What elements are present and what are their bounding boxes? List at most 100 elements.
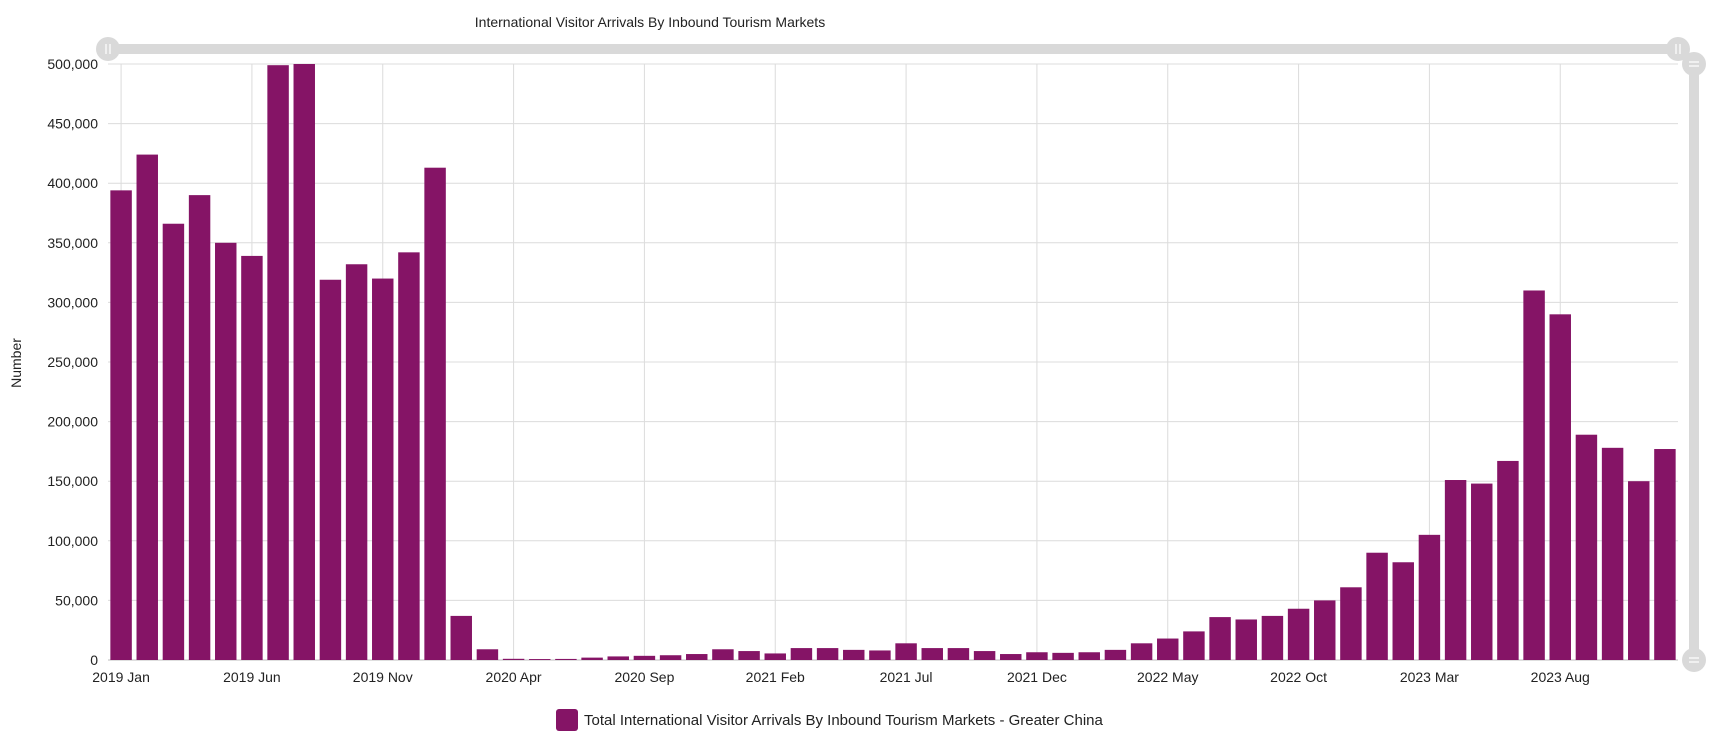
x-tick-label: 2020 Sep [614, 669, 674, 685]
bar[interactable] [973, 651, 996, 660]
bar[interactable] [1130, 643, 1153, 660]
y-tick-label: 150,000 [47, 473, 98, 489]
y-tick-label: 500,000 [47, 56, 98, 72]
bar[interactable] [738, 651, 760, 660]
bar[interactable] [895, 643, 917, 660]
bar[interactable] [1497, 460, 1519, 660]
bar[interactable] [1052, 652, 1074, 660]
y-tick-label: 0 [90, 652, 98, 668]
bar[interactable] [1628, 481, 1650, 660]
bar[interactable] [1104, 649, 1127, 660]
x-tick-label: 2019 Jan [92, 669, 150, 685]
x-tick-label: 2022 May [1137, 669, 1198, 685]
x-tick-label: 2021 Jul [880, 669, 933, 685]
chart-title: International Visitor Arrivals By Inboun… [475, 14, 825, 30]
bar[interactable] [1654, 449, 1676, 660]
x-tick-label: 2020 Apr [486, 669, 542, 685]
x-tick-label: 2019 Jun [223, 669, 281, 685]
bar[interactable] [790, 648, 813, 660]
bar[interactable] [1418, 534, 1441, 660]
bar[interactable] [1314, 600, 1336, 660]
horizontal-scrollbar-track[interactable] [108, 44, 1678, 54]
vertical-scrollbar[interactable] [1682, 52, 1706, 672]
bar[interactable] [1366, 552, 1388, 660]
bar[interactable] [712, 649, 734, 660]
bar[interactable] [529, 659, 551, 660]
bar[interactable] [1575, 434, 1598, 660]
bar[interactable] [1340, 587, 1362, 660]
y-tick-label: 250,000 [47, 354, 98, 370]
x-tick-label: 2021 Dec [1007, 669, 1067, 685]
y-tick-label: 300,000 [47, 294, 98, 310]
x-tick-label: 2021 Feb [746, 669, 805, 685]
bar[interactable] [659, 655, 682, 660]
x-axis-ticks: 2019 Jan 2019 Jun 2019 Nov 2020 Apr 2020 Sep… [92, 669, 1590, 685]
bar[interactable] [502, 658, 525, 660]
vertical-scrollbar-bottom-handle[interactable] [1682, 648, 1706, 672]
bar[interactable] [372, 278, 394, 660]
x-tick-label: 2019 Nov [353, 669, 413, 685]
bar[interactable] [345, 264, 368, 660]
bars [110, 64, 1676, 661]
bar[interactable] [424, 167, 446, 660]
legend-label[interactable]: Total International Visitor Arrivals By … [584, 711, 1103, 729]
y-tick-label: 50,000 [55, 592, 98, 608]
horizontal-scrollbar-right-handle[interactable] [1666, 37, 1690, 61]
horizontal-scrollbar[interactable] [96, 37, 1690, 61]
legend-swatch[interactable] [556, 709, 578, 731]
y-tick-label: 200,000 [47, 414, 98, 430]
bar[interactable] [581, 657, 603, 660]
bar[interactable] [1000, 654, 1022, 660]
bar[interactable] [816, 648, 839, 660]
y-tick-label: 450,000 [47, 116, 98, 132]
y-tick-label: 100,000 [47, 533, 98, 549]
x-tick-label: 2023 Mar [1400, 669, 1459, 685]
bar[interactable] [1235, 619, 1257, 660]
bar[interactable] [450, 615, 472, 660]
bar[interactable] [1523, 290, 1545, 660]
bar[interactable] [869, 650, 891, 660]
x-tick-label: 2022 Oct [1270, 669, 1327, 685]
y-tick-label: 350,000 [47, 235, 98, 251]
bar[interactable] [1287, 608, 1310, 660]
bar[interactable] [1601, 447, 1624, 660]
bar[interactable] [162, 223, 185, 661]
bar[interactable] [136, 154, 158, 660]
bar[interactable] [555, 658, 577, 660]
bar[interactable] [1157, 638, 1179, 660]
bar[interactable] [215, 242, 237, 661]
y-tick-label: 400,000 [47, 175, 98, 191]
x-tick-label: 2023 Aug [1531, 669, 1590, 685]
bar[interactable] [1209, 617, 1231, 660]
bar[interactable] [293, 64, 315, 660]
horizontal-scrollbar-left-handle[interactable] [96, 37, 120, 61]
bar[interactable] [1183, 631, 1205, 660]
y-axis-ticks: 0 50,000 100,000 150,000 200,000 250,000 300,0… [47, 56, 98, 668]
bar[interactable] [267, 65, 289, 660]
bar[interactable] [1444, 480, 1467, 660]
bar[interactable] [1261, 615, 1284, 660]
bar[interactable] [1549, 314, 1571, 660]
bar[interactable] [843, 649, 865, 660]
bar[interactable] [319, 279, 342, 660]
bar[interactable] [764, 653, 786, 660]
vertical-scrollbar-top-handle[interactable] [1682, 52, 1706, 76]
bar[interactable] [686, 654, 708, 660]
bar[interactable] [476, 649, 499, 660]
bar[interactable] [1471, 483, 1493, 660]
bar[interactable] [607, 656, 629, 660]
bar[interactable] [188, 195, 211, 660]
bar[interactable] [1078, 652, 1100, 660]
bar[interactable] [241, 255, 263, 660]
bar[interactable] [633, 655, 656, 660]
bar[interactable] [398, 252, 420, 660]
bar[interactable] [1392, 562, 1414, 660]
bar[interactable] [110, 190, 132, 660]
bar[interactable] [921, 648, 943, 660]
bar[interactable] [947, 648, 970, 660]
vertical-scrollbar-track[interactable] [1689, 64, 1699, 660]
bar[interactable] [1026, 652, 1048, 660]
legend[interactable]: Total International Visitor Arrivals By … [556, 708, 1103, 732]
